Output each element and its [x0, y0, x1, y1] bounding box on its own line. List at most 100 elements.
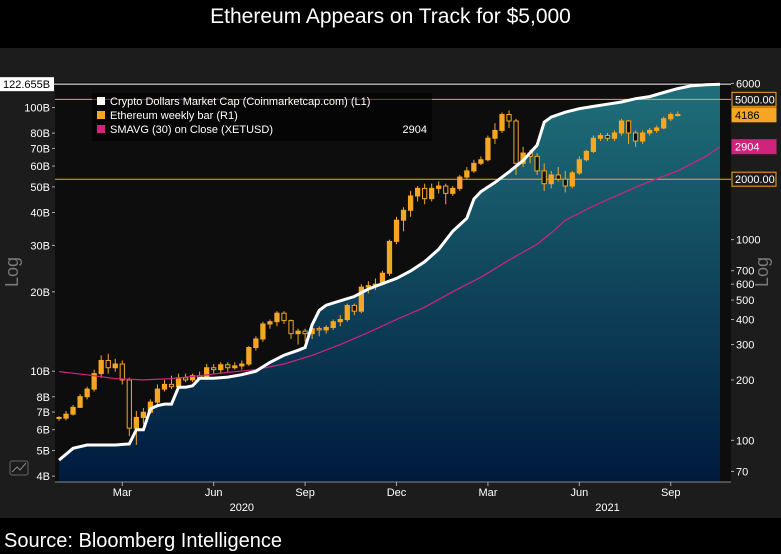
legend-entry[interactable]: SMAVG (30) on Close (XETUSD) 2904: [97, 124, 427, 136]
chart-icon[interactable]: [9, 460, 29, 476]
candle: [597, 132, 604, 142]
candle: [246, 346, 252, 366]
right-tick-label: 70: [736, 466, 748, 478]
legend-entry[interactable]: Crypto Dollars Market Cap (Coinmarketcap…: [97, 96, 370, 108]
candle: [611, 130, 618, 142]
candle: [457, 174, 463, 191]
candle: [274, 311, 280, 327]
candle: [422, 183, 428, 205]
candle: [386, 239, 393, 276]
right-tick-label: 500: [736, 295, 754, 307]
candle: [323, 325, 329, 334]
candle: [281, 311, 287, 324]
left-tick-label: 30B: [30, 240, 50, 252]
candle: [450, 185, 456, 196]
candle: [267, 319, 273, 329]
candle: [618, 118, 625, 136]
legend-entry[interactable]: Ethereum weekly bar (R1): [97, 110, 238, 122]
legend-label: Ethereum weekly bar (R1): [110, 110, 238, 122]
candle: [485, 135, 491, 162]
svg-text:4186: 4186: [735, 110, 759, 122]
candle: [232, 362, 238, 370]
right-axis-badges: 5000.00 4186 2904 2000.00: [731, 91, 777, 187]
candle: [126, 377, 132, 437]
candle: [604, 132, 611, 142]
left-tick-label: 60B: [30, 161, 50, 173]
legend: Crypto Dollars Market Cap (Coinmarketcap…: [92, 93, 432, 141]
candle: [590, 135, 597, 154]
candle: [654, 125, 660, 133]
candle: [91, 369, 97, 392]
candle: [295, 328, 301, 345]
right-tick-label: 200: [736, 375, 754, 387]
candle: [302, 328, 308, 342]
x-tick-label: Mar: [113, 487, 132, 499]
left-tick-label: 70B: [30, 143, 50, 155]
chart-title: Ethereum Appears on Track for $5,000: [210, 5, 571, 28]
badge-2904: 2904: [731, 139, 777, 155]
candle: [393, 216, 400, 245]
candle: [168, 375, 175, 390]
candle: [84, 386, 90, 400]
candle: [63, 411, 69, 421]
badge-2000.00: 2000.00: [731, 171, 777, 187]
candle: [471, 159, 477, 173]
candle: [161, 379, 168, 392]
svg-text:5000.00: 5000.00: [735, 94, 775, 106]
left-tick-label: 6B: [37, 425, 50, 437]
candle: [70, 404, 76, 416]
candle: [133, 411, 139, 445]
left-current-badge: [0, 77, 54, 92]
left-tick-label: 20B: [30, 287, 50, 299]
x-year-label: 2020: [230, 502, 254, 514]
x-year-label: 2021: [595, 502, 619, 514]
candle: [56, 416, 62, 421]
left-tick-label: 7B: [37, 407, 50, 419]
left-current-value: 122.655B: [0, 77, 731, 92]
candle: [105, 353, 111, 374]
candle: [119, 360, 125, 385]
market-cap-area: [59, 84, 720, 482]
candle: [337, 315, 343, 327]
candle: [499, 112, 505, 133]
candle: [464, 167, 470, 180]
candle: [555, 167, 561, 182]
candle: [569, 170, 575, 189]
candle: [675, 111, 681, 117]
legend-value: 2904: [403, 124, 427, 136]
legend-box: [92, 93, 432, 141]
badge-5000.00: 5000.00: [731, 91, 777, 107]
candle: [77, 394, 83, 408]
svg-text:2904: 2904: [735, 142, 759, 154]
candle: [583, 149, 590, 162]
svg-text:2000.00: 2000.00: [735, 174, 775, 186]
candle: [414, 185, 421, 202]
candle: [211, 364, 217, 374]
ethereum-weekly-bars: [56, 110, 681, 445]
x-tick-label: Jun: [570, 487, 588, 499]
right-tick-label: 1000: [736, 235, 760, 247]
left-tick-label: 4B: [37, 471, 50, 483]
candle: [478, 156, 484, 166]
candle: [344, 303, 350, 322]
candle: [351, 303, 357, 316]
candle: [112, 358, 118, 372]
candle: [358, 284, 364, 314]
candle: [436, 181, 442, 194]
candle: [154, 384, 161, 405]
x-axis-ticks: Mar Jun Sep Dec Mar Jun Sep 2020 2021: [55, 481, 731, 514]
candle: [182, 373, 189, 383]
left-current-text: 122.655B: [3, 79, 50, 91]
candle: [225, 362, 231, 372]
candle: [239, 360, 245, 370]
candle: [330, 319, 336, 330]
x-tick-label: Dec: [387, 487, 407, 499]
legend-label: Crypto Dollars Market Cap (Coinmarketcap…: [110, 96, 370, 108]
left-tick-label: 100B: [24, 103, 50, 115]
legend-label: SMAVG (30) on Close (XETUSD): [110, 124, 273, 136]
candle: [625, 119, 632, 144]
candle: [632, 130, 639, 147]
candle: [407, 190, 414, 217]
source-note: Source: Bloomberg Intelligence: [4, 530, 282, 552]
